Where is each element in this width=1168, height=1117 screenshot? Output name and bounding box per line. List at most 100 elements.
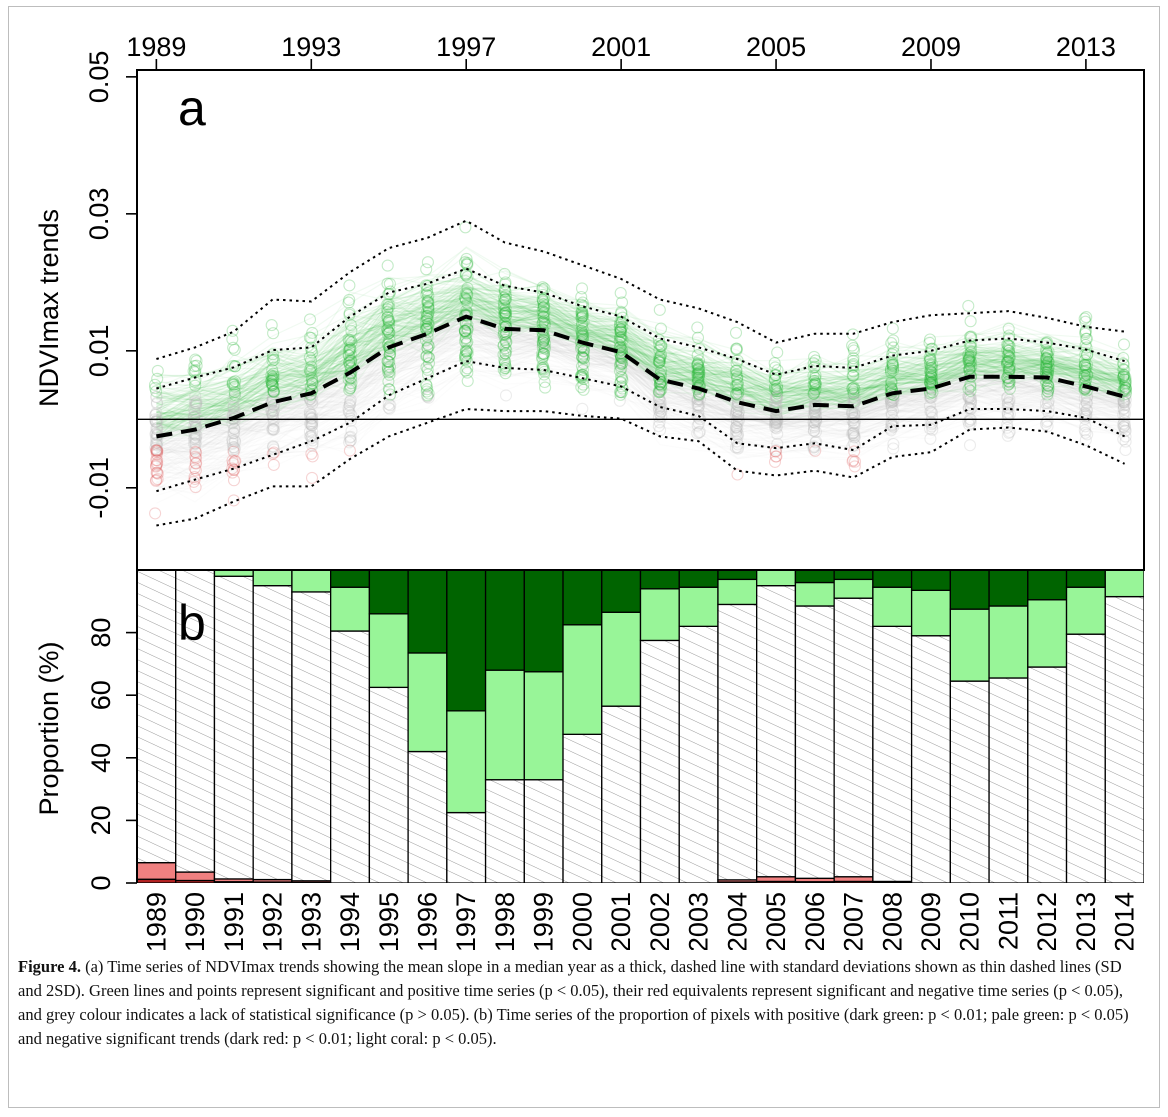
- year-point: [614, 286, 627, 300]
- year-point: [421, 368, 435, 381]
- year-point: [422, 340, 435, 353]
- pixel-series-line: [156, 312, 1125, 422]
- pixel-series-line: [156, 313, 1125, 435]
- year-point: [1000, 356, 1014, 369]
- year-point: [807, 369, 820, 382]
- pixel-series-line: [156, 313, 1125, 437]
- year-point: [613, 335, 626, 348]
- year-point: [497, 348, 510, 361]
- year-point: [963, 330, 977, 343]
- year-point: [188, 403, 201, 417]
- pixel-series-line: [155, 307, 1125, 439]
- year-point: [537, 347, 550, 361]
- year-point: [655, 379, 668, 393]
- year-point: [847, 352, 860, 365]
- year-point: [653, 372, 666, 385]
- year-point: [461, 309, 474, 322]
- year-point: [616, 334, 629, 347]
- pixel-series-line: [156, 307, 1125, 419]
- year-point: [577, 348, 590, 361]
- year-point: [1040, 352, 1053, 365]
- year-point: [420, 310, 433, 323]
- year-point: [808, 386, 821, 399]
- pixel-series-line: [156, 297, 1125, 429]
- year-point: [265, 405, 278, 418]
- year-point: [421, 320, 434, 333]
- pixel-series-line: [156, 290, 1125, 419]
- year-point: [306, 419, 319, 432]
- caption-label: Figure 4.: [18, 957, 81, 976]
- year-point: [342, 349, 355, 362]
- year-point: [226, 462, 239, 475]
- year-point: [887, 334, 900, 347]
- year-point: [227, 463, 240, 476]
- pixel-series-line: [156, 325, 1125, 453]
- year-point: [691, 419, 704, 432]
- pixel-series-line: [156, 292, 1125, 417]
- year-point: [303, 406, 316, 419]
- year-point: [808, 374, 821, 387]
- year-point: [730, 387, 743, 401]
- year-point: [498, 307, 511, 320]
- year-point: [808, 360, 821, 373]
- year-point: [382, 398, 395, 411]
- year-point: [887, 404, 900, 417]
- year-point: [577, 344, 590, 357]
- year-point: [575, 304, 588, 318]
- year-point: [1003, 382, 1016, 395]
- year-point: [1119, 443, 1132, 457]
- year-point: [187, 365, 200, 378]
- pixel-series-line: [156, 270, 1125, 392]
- year-point: [267, 440, 280, 453]
- year-point: [267, 414, 280, 427]
- year-point: [345, 324, 358, 338]
- year-point: [848, 396, 861, 409]
- year-point: [266, 379, 279, 392]
- year-point: [306, 434, 319, 447]
- year-point: [924, 391, 937, 404]
- year-point: [187, 437, 201, 450]
- year-point: [692, 359, 705, 372]
- year-point: [189, 443, 202, 456]
- year-point: [150, 458, 163, 471]
- year-point: [692, 426, 706, 439]
- year-point: [615, 307, 628, 320]
- year-point: [460, 331, 473, 345]
- year-point: [422, 300, 435, 313]
- year-point: [421, 296, 434, 309]
- year-point: [422, 301, 435, 314]
- year-point: [729, 364, 742, 377]
- bar-not-significant-hatch: [794, 605, 835, 879]
- year-point: [1041, 362, 1054, 375]
- year-point: [847, 454, 860, 467]
- year-point: [1079, 364, 1092, 377]
- year-point: [499, 285, 512, 298]
- pixel-series-line: [156, 300, 1125, 422]
- year-point: [577, 328, 590, 341]
- year-point: [343, 356, 356, 369]
- year-point: [536, 347, 549, 360]
- pixel-series-line: [156, 316, 1125, 442]
- year-point: [305, 343, 318, 357]
- year-point: [886, 356, 899, 369]
- year-point: [655, 376, 668, 389]
- pixel-series-line: [156, 319, 1125, 437]
- pixel-series-line: [156, 292, 1125, 405]
- year-point: [226, 454, 239, 467]
- pixel-series-line: [156, 318, 1125, 433]
- year-point: [306, 384, 319, 397]
- year-point: [1001, 344, 1014, 357]
- year-point: [381, 360, 394, 374]
- pixel-series-line: [156, 306, 1125, 416]
- year-point: [691, 331, 705, 344]
- year-point: [343, 406, 356, 419]
- year-point: [964, 397, 978, 410]
- year-point: [537, 310, 550, 324]
- year-point: [421, 390, 434, 403]
- year-point: [1041, 368, 1054, 381]
- pixel-series-line: [156, 283, 1125, 425]
- year-point: [809, 379, 822, 392]
- year-point: [731, 468, 744, 481]
- year-point: [1001, 396, 1015, 409]
- pixel-series-line: [156, 276, 1125, 404]
